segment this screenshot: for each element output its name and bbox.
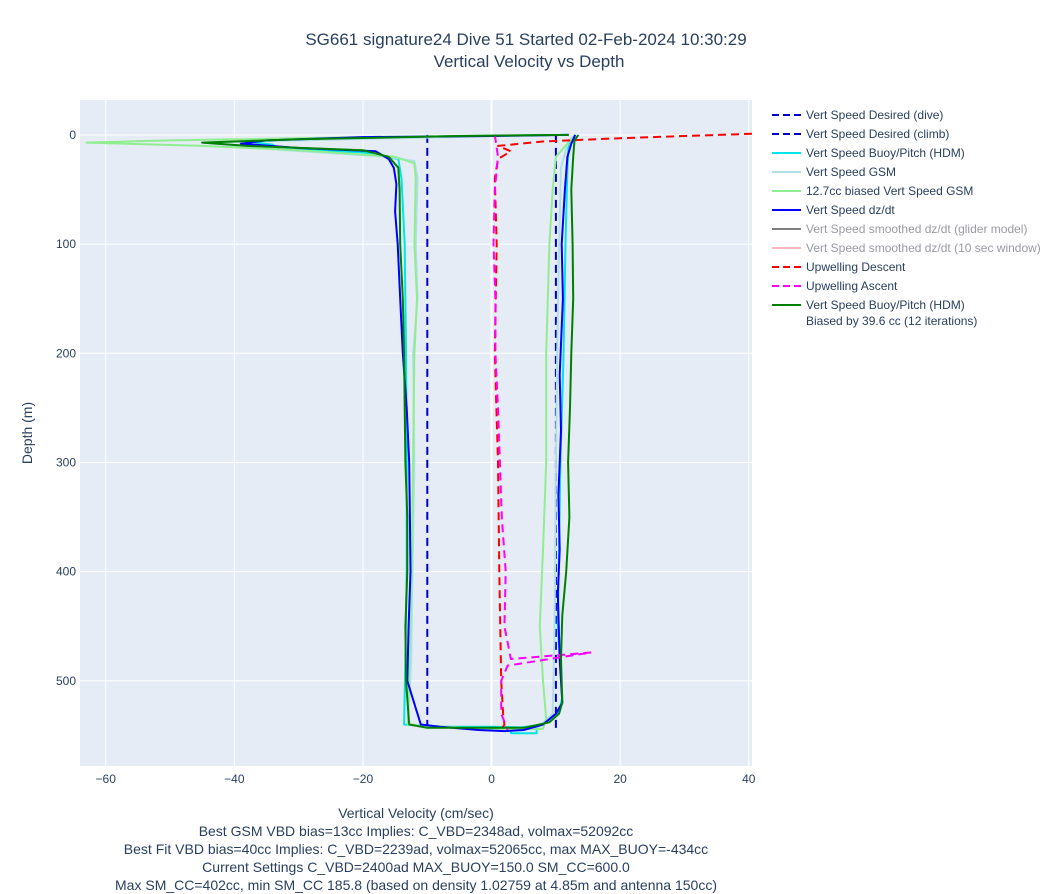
annotation-line: Current Settings C_VBD=2400ad MAX_BUOY=1… [202, 859, 630, 875]
chart-title: SG661 signature24 Dive 51 Started 02-Feb… [305, 30, 746, 49]
legend-label-10-line2: Biased by 39.6 cc (12 iterations) [806, 314, 977, 328]
legend-label-4: 12.7cc biased Vert Speed GSM [806, 184, 973, 198]
x-axis-title: Vertical Velocity (cm/sec) [338, 805, 494, 821]
legend-label-0: Vert Speed Desired (dive) [806, 108, 943, 122]
legend-label-8: Upwelling Descent [806, 260, 906, 274]
x-tick-label: 0 [488, 772, 495, 786]
legend-label-2: Vert Speed Buoy/Pitch (HDM) [806, 146, 965, 160]
legend-label-10: Vert Speed Buoy/Pitch (HDM) [806, 298, 965, 312]
series-line-4 [85, 133, 576, 730]
annotation-line: Best GSM VBD bias=13cc Implies: C_VBD=23… [199, 823, 634, 839]
y-tick-label: 400 [56, 565, 76, 579]
legend: Vert Speed Desired (dive) Vert Speed Desi… [772, 108, 1041, 328]
x-tick-label: −20 [353, 772, 374, 786]
x-tick-label: 40 [742, 772, 756, 786]
series-line-10 [201, 133, 580, 729]
y-tick-label: 0 [69, 128, 76, 142]
y-tick-label: 300 [56, 455, 76, 469]
y-axis-title: Depth (m) [19, 402, 35, 464]
annotation-line: Best Fit VBD bias=40cc Implies: C_VBD=22… [124, 841, 708, 857]
annotation-line: Max SM_CC=402cc, min SM_CC 185.8 (based … [115, 877, 717, 893]
legend-label-5: Vert Speed dz/dt [806, 203, 895, 217]
x-tick-label: −60 [96, 772, 117, 786]
legend-label-6: Vert Speed smoothed dz/dt (glider model) [806, 222, 1027, 236]
y-tick-label: 500 [56, 674, 76, 688]
legend-label-1: Vert Speed Desired (climb) [806, 127, 949, 141]
series-line-9 [492, 134, 593, 731]
chart-subtitle: Vertical Velocity vs Depth [434, 52, 625, 71]
series-layer [85, 132, 752, 735]
series-line-8 [493, 132, 752, 731]
legend-label-7: Vert Speed smoothed dz/dt (10 sec window… [806, 241, 1041, 255]
legend-label-3: Vert Speed GSM [806, 165, 896, 179]
x-tick-label: 20 [613, 772, 627, 786]
annotation-notes: Best GSM VBD bias=13cc Implies: C_VBD=23… [115, 823, 717, 893]
x-tick-label: −40 [224, 772, 245, 786]
y-tick-label: 200 [56, 346, 76, 360]
y-tick-label: 100 [56, 237, 76, 251]
legend-label-9: Upwelling Ascent [806, 279, 898, 293]
